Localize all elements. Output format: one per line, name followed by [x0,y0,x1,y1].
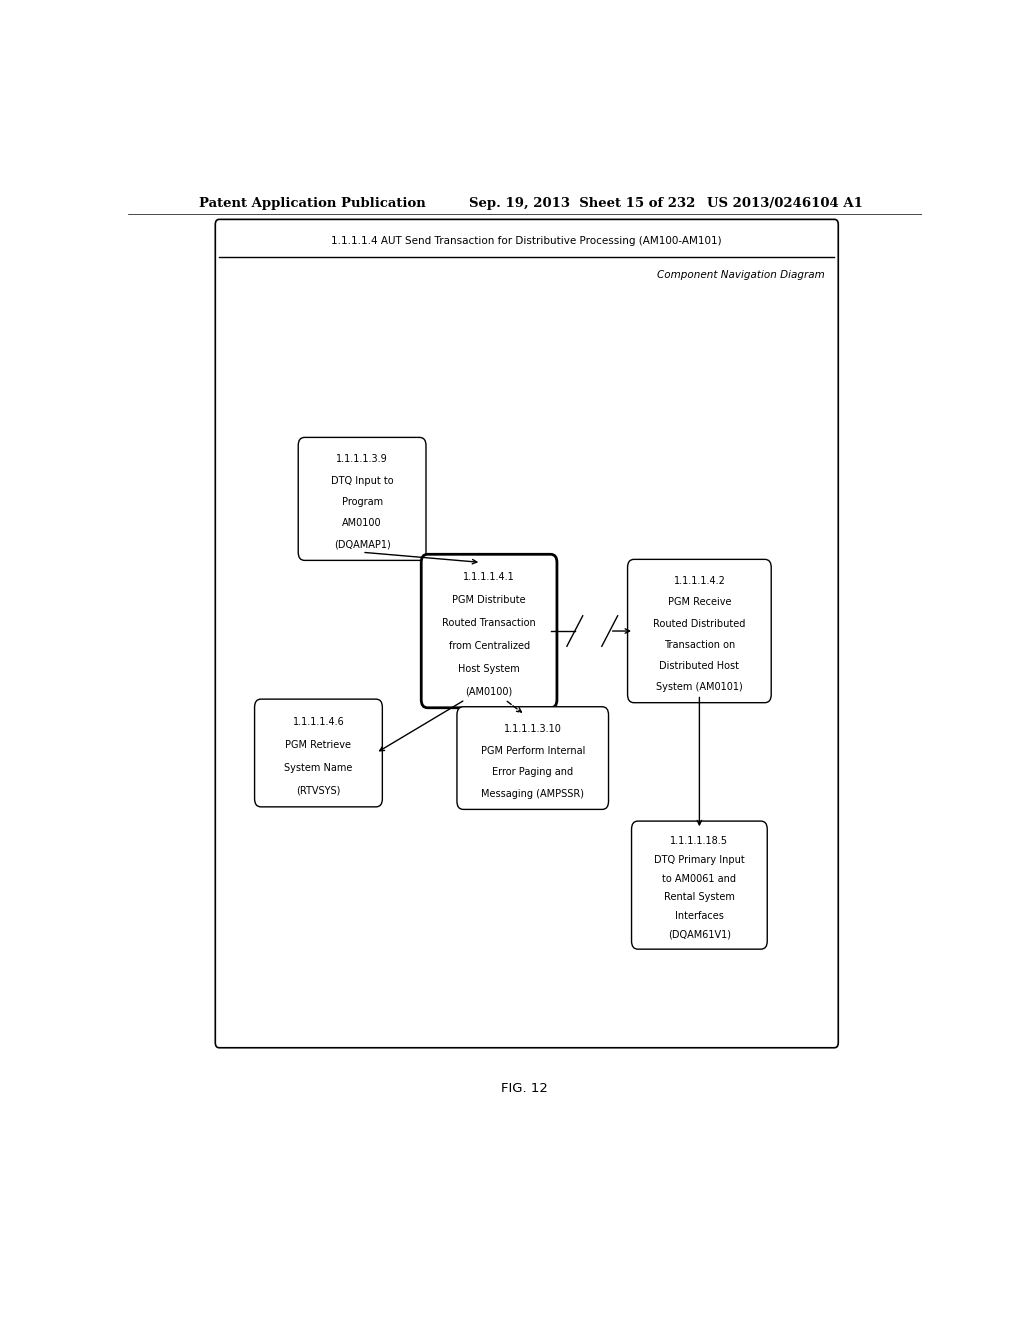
Text: from Centralized: from Centralized [449,642,529,651]
Text: Sep. 19, 2013  Sheet 15 of 232: Sep. 19, 2013 Sheet 15 of 232 [469,197,695,210]
Text: Distributed Host: Distributed Host [659,661,739,671]
FancyBboxPatch shape [632,821,767,949]
Text: (DQAM61V1): (DQAM61V1) [668,929,731,940]
Text: 1.1.1.1.18.5: 1.1.1.1.18.5 [671,837,728,846]
Text: Interfaces: Interfaces [675,911,724,921]
Text: 1.1.1.1.3.9: 1.1.1.1.3.9 [336,454,388,465]
FancyBboxPatch shape [215,219,839,1048]
Text: 1.1.1.1.4.1: 1.1.1.1.4.1 [463,573,515,582]
Text: AM0100: AM0100 [342,519,382,528]
Text: System Name: System Name [285,763,352,772]
Text: 1.1.1.1.4.6: 1.1.1.1.4.6 [293,717,344,727]
Text: (DQAMAP1): (DQAMAP1) [334,540,390,550]
Text: System (AM0101): System (AM0101) [656,682,742,692]
Text: Error Paging and: Error Paging and [493,767,573,777]
Text: 1.1.1.1.3.10: 1.1.1.1.3.10 [504,723,562,734]
Text: Routed Transaction: Routed Transaction [442,618,536,628]
Text: DTQ Input to: DTQ Input to [331,475,393,486]
Text: Messaging (AMPSSR): Messaging (AMPSSR) [481,789,585,799]
FancyBboxPatch shape [628,560,771,702]
Text: Patent Application Publication: Patent Application Publication [200,197,426,210]
Text: Host System: Host System [458,664,520,673]
Text: PGM Receive: PGM Receive [668,598,731,607]
Text: Component Navigation Diagram: Component Navigation Diagram [657,271,824,280]
FancyBboxPatch shape [457,706,608,809]
Text: DTQ Primary Input: DTQ Primary Input [654,855,744,865]
Text: Rental System: Rental System [664,892,735,903]
Text: Routed Distributed: Routed Distributed [653,619,745,628]
Text: (AM0100): (AM0100) [466,686,513,697]
FancyBboxPatch shape [298,437,426,561]
Text: to AM0061 and: to AM0061 and [663,874,736,883]
Text: FIG. 12: FIG. 12 [502,1082,548,1094]
Text: 1.1.1.1.4.2: 1.1.1.1.4.2 [674,577,725,586]
FancyBboxPatch shape [255,700,382,807]
Text: PGM Perform Internal: PGM Perform Internal [480,746,585,755]
Text: (RTVSYS): (RTVSYS) [296,785,341,796]
Text: 1.1.1.1.4 AUT Send Transaction for Distributive Processing (AM100-AM101): 1.1.1.1.4 AUT Send Transaction for Distr… [332,236,722,246]
Text: US 2013/0246104 A1: US 2013/0246104 A1 [708,197,863,210]
FancyBboxPatch shape [421,554,557,708]
Text: Program: Program [342,498,383,507]
Text: PGM Distribute: PGM Distribute [453,595,526,605]
Text: Transaction on: Transaction on [664,640,735,649]
Text: PGM Retrieve: PGM Retrieve [286,741,351,750]
